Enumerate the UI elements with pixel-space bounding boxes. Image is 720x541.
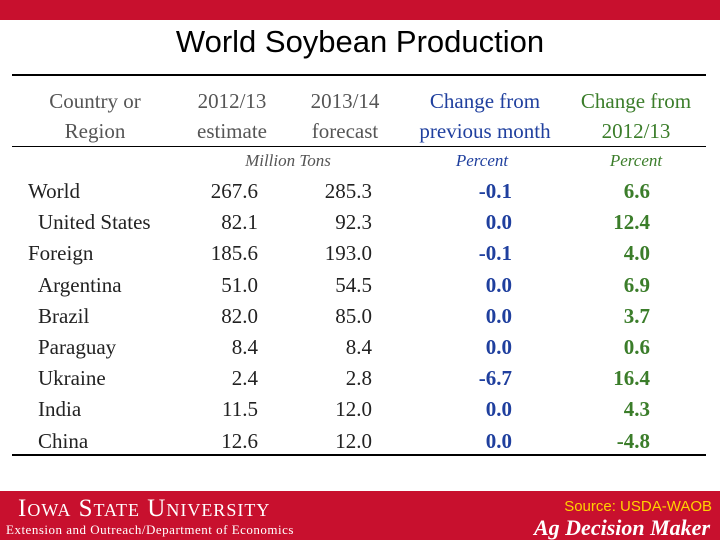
change-year-value: 12.4 bbox=[613, 210, 650, 235]
change-year-value: 0.6 bbox=[623, 335, 650, 359]
row-name: India bbox=[38, 397, 82, 422]
change-year-value: 3.7 bbox=[623, 303, 650, 328]
value-2013-14: 54.5 bbox=[335, 272, 372, 297]
change-year-value: 4.0 bbox=[623, 241, 650, 266]
value-2013-14: 92.3 bbox=[335, 210, 372, 235]
row-name: Brazil bbox=[38, 303, 90, 328]
unit-percent-month: Percent bbox=[455, 151, 509, 170]
table-row: World 267.6 285.3 -0.1 6.6 bbox=[0, 176, 720, 207]
row-name: Argentina bbox=[38, 272, 122, 297]
change-month-value: -0.1 bbox=[478, 241, 512, 266]
change-month-value: 0.0 bbox=[485, 335, 512, 359]
top-banner bbox=[0, 0, 720, 20]
change-year-value: 4.3 bbox=[623, 397, 650, 422]
change-year-value: -4.8 bbox=[616, 428, 650, 453]
table-row: Argentina 51.0 54.5 0.0 6.9 bbox=[0, 270, 720, 301]
table-row: Paraguay 8.4 8.4 0.0 0.6 bbox=[0, 332, 720, 363]
header-change-year: Change from 2012/13 bbox=[580, 89, 692, 143]
value-2013-14: 285.3 bbox=[324, 179, 372, 203]
header-country: Country or Region bbox=[49, 89, 141, 143]
table-row: Brazil 82.0 85.0 0.0 3.7 bbox=[0, 301, 720, 332]
change-month-value: 0.0 bbox=[485, 428, 512, 453]
table-row: India 11.5 12.0 0.0 4.3 bbox=[0, 394, 720, 425]
footer-banner bbox=[0, 491, 720, 540]
table-top-rule bbox=[12, 74, 706, 76]
value-2013-14: 12.0 bbox=[335, 397, 372, 422]
value-2012-13: 12.6 bbox=[221, 428, 258, 453]
change-month-value: 0.0 bbox=[485, 397, 512, 422]
change-month-value: 0.0 bbox=[485, 210, 512, 235]
table-row: Foreign 185.6 193.0 -0.1 4.0 bbox=[0, 238, 720, 269]
change-month-value: -6.7 bbox=[478, 366, 512, 391]
value-2013-14: 8.4 bbox=[345, 335, 372, 359]
table-bottom-rule bbox=[12, 454, 706, 456]
value-2012-13: 2.4 bbox=[231, 366, 258, 391]
table-row: China 12.6 12.0 0.0 -4.8 bbox=[0, 426, 720, 457]
header-2013-14: 2013/14 forecast bbox=[310, 89, 380, 143]
value-2012-13: 82.1 bbox=[221, 210, 258, 235]
value-2012-13: 267.6 bbox=[210, 179, 258, 203]
row-name: Foreign bbox=[28, 241, 94, 266]
change-month-value: 0.0 bbox=[485, 272, 512, 297]
header-rule bbox=[12, 146, 706, 147]
ag-decision-maker-logo: Ag Decision Maker bbox=[534, 515, 710, 540]
value-2012-13: 11.5 bbox=[222, 397, 258, 422]
value-2013-14: 193.0 bbox=[324, 241, 372, 266]
value-2012-13: 82.0 bbox=[221, 303, 258, 328]
header-2012-13: 2012/13 estimate bbox=[197, 89, 267, 143]
value-2012-13: 185.6 bbox=[210, 241, 258, 266]
row-name: United States bbox=[38, 210, 151, 235]
value-2013-14: 12.0 bbox=[335, 428, 372, 453]
change-year-value: 6.6 bbox=[623, 179, 650, 203]
row-name: China bbox=[38, 428, 89, 453]
change-year-value: 6.9 bbox=[623, 272, 650, 297]
header-change-month: Change from previous month bbox=[419, 89, 551, 143]
source-note: Source: USDA-WAOB bbox=[564, 498, 712, 515]
change-month-value: -0.1 bbox=[478, 179, 512, 203]
unit-million-tons: Million Tons bbox=[245, 151, 331, 170]
value-2012-13: 8.4 bbox=[231, 335, 258, 359]
table-row: Ukraine 2.4 2.8 -6.7 16.4 bbox=[0, 363, 720, 394]
value-2013-14: 2.8 bbox=[345, 366, 372, 391]
row-name: World bbox=[28, 179, 80, 203]
change-year-value: 16.4 bbox=[613, 366, 650, 391]
value-2013-14: 85.0 bbox=[335, 303, 372, 328]
university-logo: Iowa State University bbox=[18, 495, 271, 522]
row-name: Paraguay bbox=[38, 335, 117, 359]
change-month-value: 0.0 bbox=[485, 303, 512, 328]
value-2012-13: 51.0 bbox=[221, 272, 258, 297]
row-name: Ukraine bbox=[38, 366, 106, 391]
table-row: United States 82.1 92.3 0.0 12.4 bbox=[0, 207, 720, 238]
unit-percent-year: Percent bbox=[609, 151, 663, 170]
department-text: Extension and Outreach/Department of Eco… bbox=[6, 522, 294, 537]
slide-title: World Soybean Production bbox=[175, 24, 545, 59]
